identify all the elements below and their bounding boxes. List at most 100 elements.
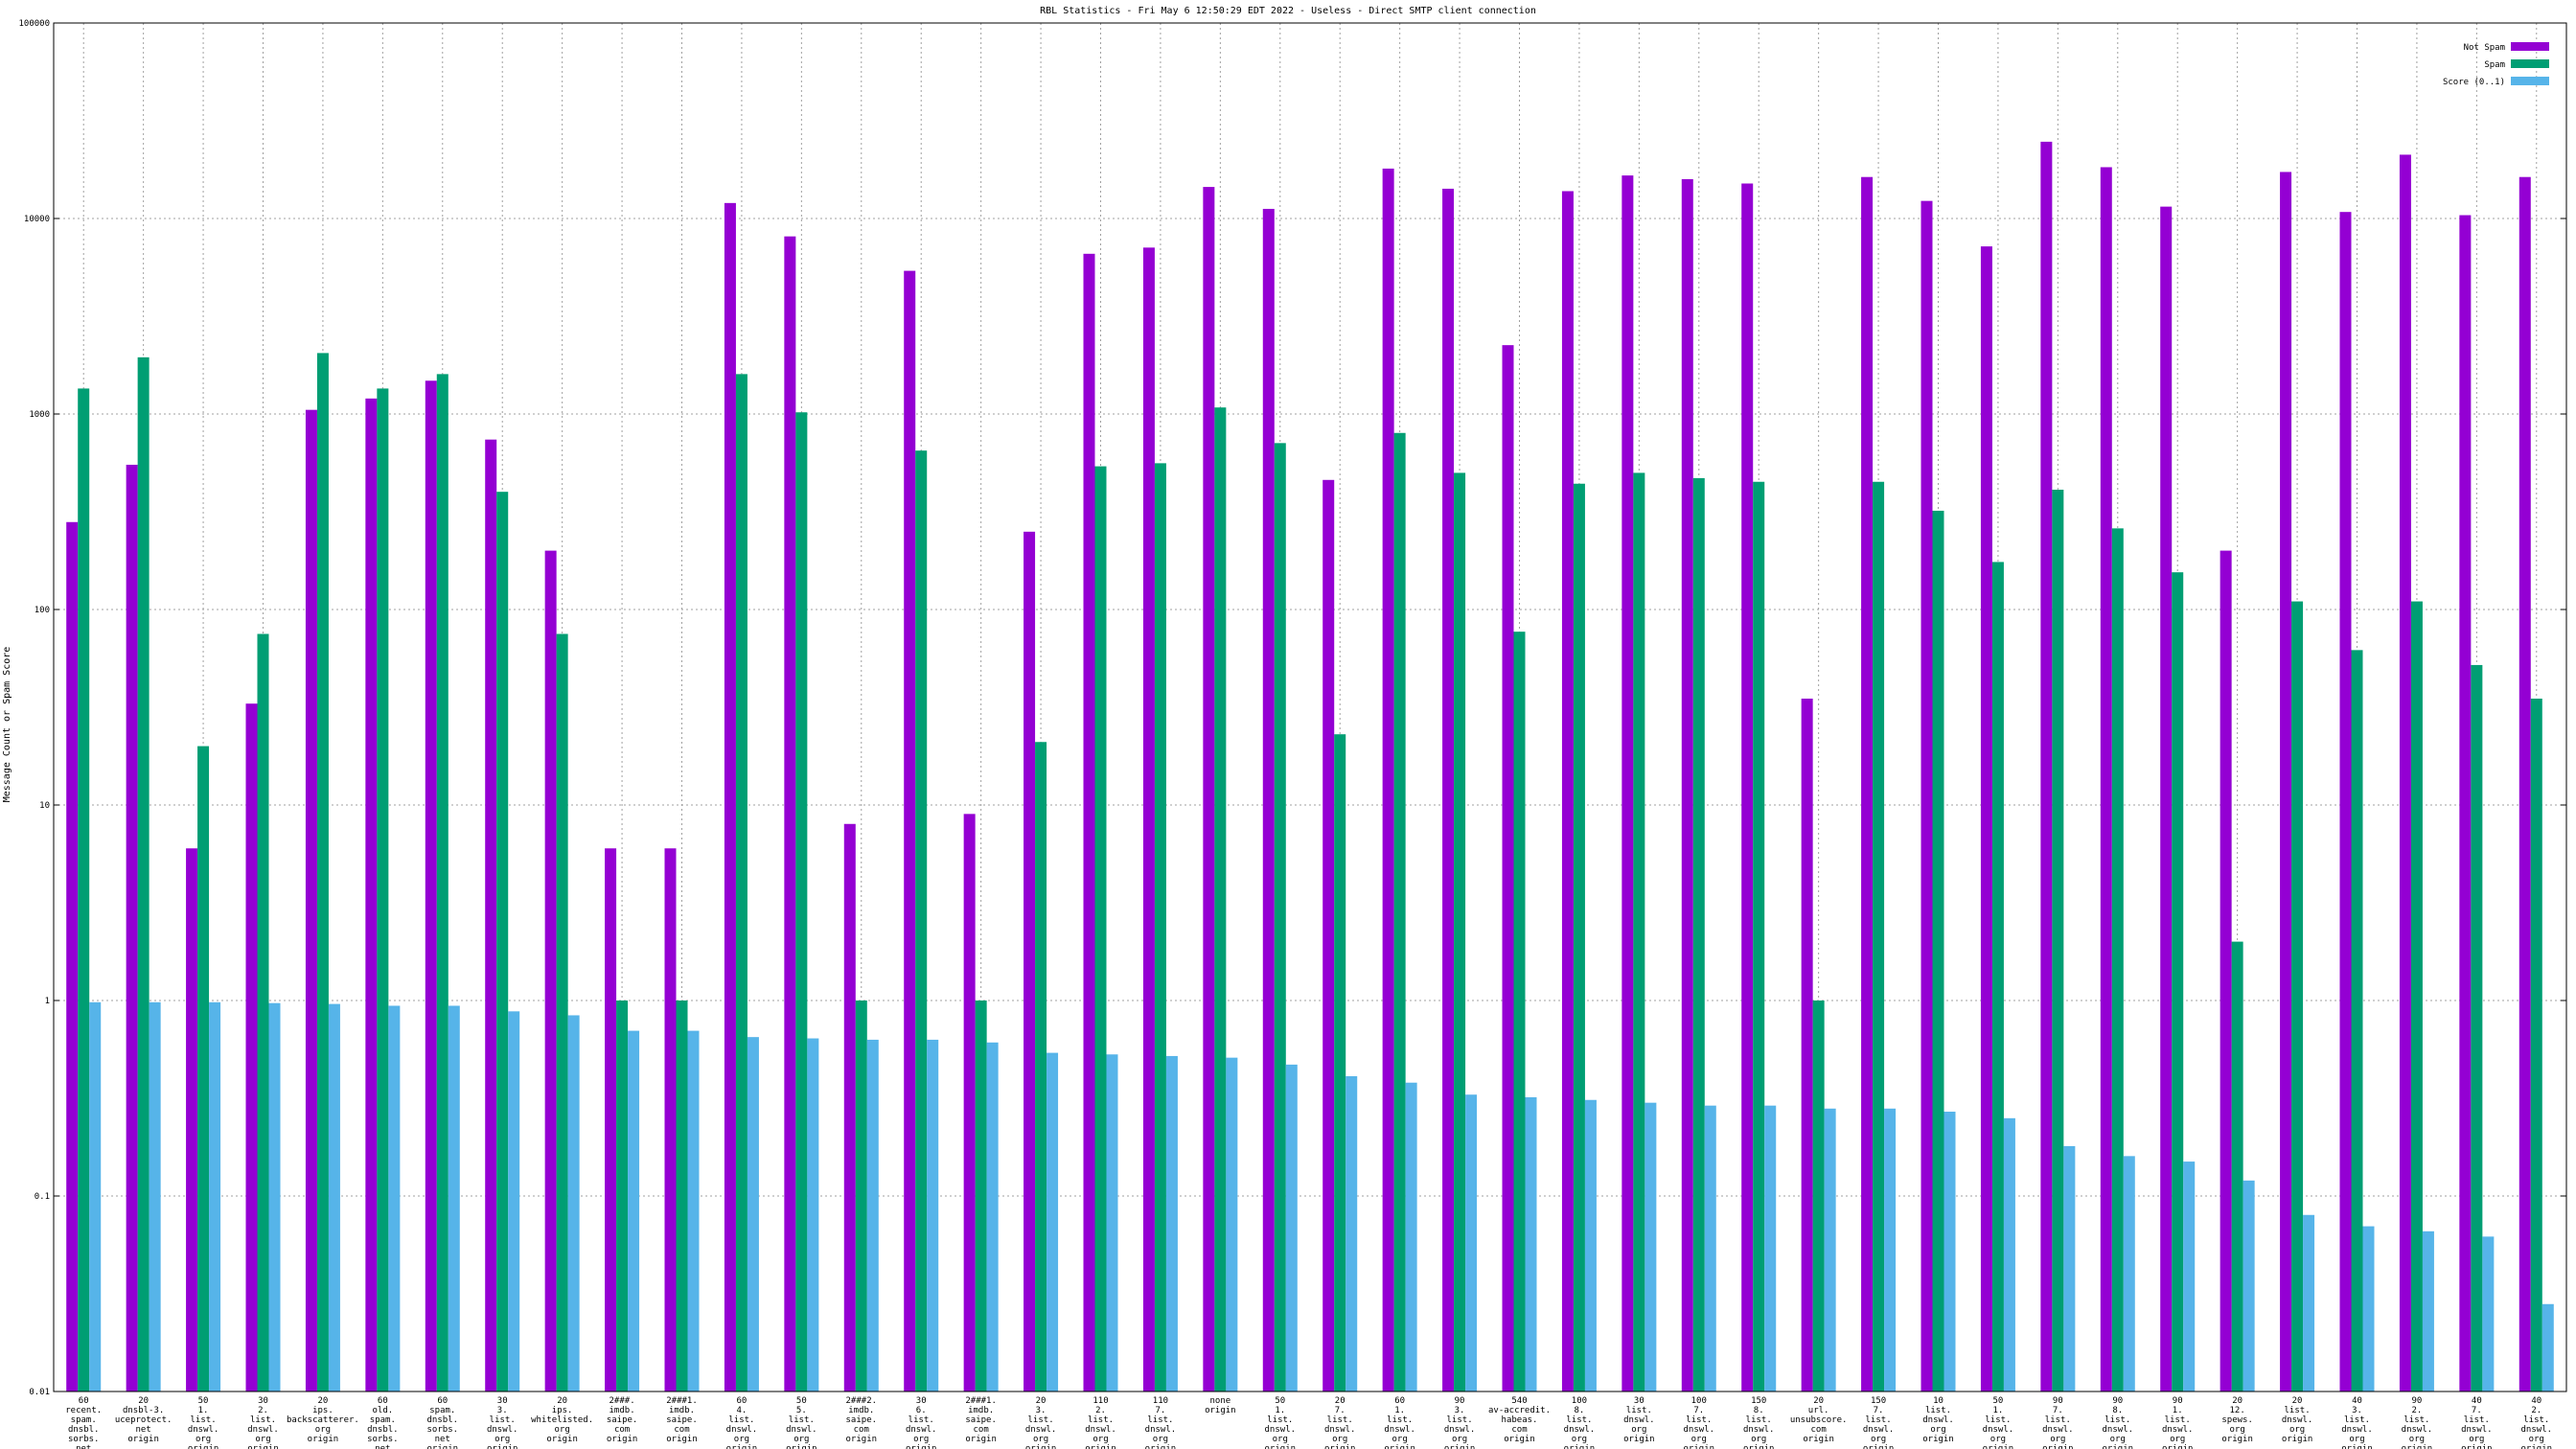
x-tick-label-line: backscatterer.	[287, 1415, 359, 1425]
bar-not-spam	[2459, 215, 2472, 1392]
x-tick-label-line: imdb.	[669, 1406, 695, 1415]
x-tick-label-line: 2.	[1095, 1406, 1106, 1415]
bar-spam	[1154, 463, 1166, 1392]
x-tick-label-line: dnswl.	[2162, 1425, 2194, 1435]
x-tick-label-line: org	[1092, 1435, 1108, 1444]
x-tick-label-line: 90	[2412, 1396, 2423, 1406]
x-tick-label-line: unsubscore.	[1790, 1415, 1848, 1425]
bar-score-0-1	[1285, 1064, 1298, 1392]
legend-swatch	[2511, 42, 2549, 51]
x-tick-label-line: dnswl.	[487, 1425, 518, 1435]
bar-spam	[1214, 407, 1227, 1392]
bar-not-spam	[2160, 206, 2173, 1392]
bar-spam	[2231, 941, 2243, 1392]
x-tick-label-line: 540	[1511, 1396, 1527, 1406]
bar-not-spam	[1142, 247, 1155, 1392]
x-tick-label: 20 dnsbl-3. uceprotect. net origin	[115, 1396, 172, 1444]
legend-label: Not Spam	[2464, 43, 2505, 53]
x-tick-label-line: 110	[1153, 1396, 1168, 1406]
x-tick-label-line: dnswl.	[1922, 1415, 1954, 1425]
x-tick-label-line: list.	[1925, 1406, 1951, 1415]
bar-score-0-1	[388, 1005, 401, 1392]
legend-swatch	[2511, 77, 2549, 85]
x-tick-label-line: list.	[1746, 1415, 1772, 1425]
bar-not-spam	[245, 703, 258, 1392]
bar-score-0-1	[448, 1005, 460, 1392]
bar-score-0-1	[807, 1038, 819, 1392]
bar-score-0-1	[2242, 1180, 2255, 1392]
x-tick-label-line: dnswl.	[2402, 1425, 2433, 1435]
x-tick-label-line: origin	[906, 1444, 937, 1449]
x-tick-label: 20 ips. whitelisted. org origin	[531, 1396, 593, 1444]
bar-not-spam	[1322, 479, 1335, 1392]
x-tick-label-line: list.	[250, 1415, 276, 1425]
x-tick-label-line: 90	[2053, 1396, 2063, 1406]
x-tick-label-line: dnswl.	[2103, 1425, 2134, 1435]
x-tick-label-line: org	[1392, 1435, 1408, 1444]
x-tick-label: 20 7. list. dnswl. org origin	[1324, 1396, 1356, 1449]
bar-score-0-1	[1525, 1096, 1537, 1392]
bar-not-spam	[1920, 200, 1933, 1392]
x-tick-label: 2###1. imdb. saipe. com origin	[965, 1396, 997, 1444]
bar-score-0-1	[2482, 1236, 2495, 1392]
x-tick-label-line: origin	[1025, 1444, 1057, 1449]
x-tick-label: none origin	[1205, 1396, 1236, 1415]
x-tick-label: 40 3. list. dnswl. org origin	[2341, 1396, 2373, 1449]
x-tick-label-line: 20	[2292, 1396, 2303, 1406]
bar-spam	[795, 412, 808, 1392]
bar-spam	[1692, 477, 1705, 1392]
x-tick-label-line: origin	[546, 1435, 578, 1444]
x-tick-label-line: origin	[846, 1435, 878, 1444]
x-tick-label-line: recent.	[65, 1406, 102, 1415]
y-tick-label: 1000	[29, 410, 50, 420]
bar-spam	[197, 746, 210, 1392]
x-tick-label: 30 list. dnswl. org origin	[1623, 1396, 1655, 1444]
x-tick-label-line: list.	[1447, 1415, 1473, 1425]
x-tick-label-line: org	[794, 1435, 809, 1444]
x-tick-label: 2###. imdb. saipe. com origin	[607, 1396, 638, 1444]
x-tick-label-line: ips.	[552, 1406, 573, 1415]
x-tick-label-line: org	[1871, 1435, 1886, 1444]
x-tick-label-line: 90	[2173, 1396, 2183, 1406]
x-tick-label-line: 60	[79, 1396, 89, 1406]
x-tick-label-line: origin	[1444, 1444, 1476, 1449]
x-tick-label-line: spam.	[429, 1406, 455, 1415]
x-tick-label-line: 4.	[737, 1406, 748, 1415]
x-tick-label: 90 1. list. dnswl. org origin	[2162, 1396, 2194, 1449]
x-tick-label-line: org	[2469, 1435, 2484, 1444]
bar-spam	[1454, 472, 1466, 1392]
x-tick-label-line: list.	[2285, 1406, 2311, 1415]
x-tick-label-line: origin	[2282, 1435, 2313, 1444]
x-tick-label-line: 12.	[2230, 1406, 2245, 1415]
x-tick-label-line: saipe.	[607, 1415, 638, 1425]
x-tick-label-line: 7.	[1335, 1406, 1346, 1415]
x-tick-label-line: origin	[1684, 1444, 1715, 1449]
x-tick-label-line: dnswl.	[1983, 1425, 2014, 1435]
x-tick-label-line: dnswl.	[786, 1425, 817, 1435]
bar-spam	[2471, 664, 2483, 1392]
bar-spam	[1513, 632, 1526, 1392]
bar-not-spam	[305, 409, 317, 1392]
bar-not-spam	[365, 398, 378, 1392]
bar-not-spam	[1442, 188, 1455, 1392]
x-tick-label: 20 list. dnswl. org origin	[2282, 1396, 2313, 1444]
x-tick-label-line: list.	[728, 1415, 754, 1425]
bar-score-0-1	[268, 1002, 281, 1392]
bar-not-spam	[1622, 175, 1634, 1392]
x-tick-label-line: 1.	[1394, 1406, 1405, 1415]
x-tick-label-line: dnswl.	[2042, 1425, 2074, 1435]
x-tick-label-line: list.	[1088, 1415, 1114, 1425]
x-tick-label: 30 2. list. dnswl. org origin	[247, 1396, 279, 1449]
x-tick-label: 60 1. list. dnswl. org origin	[1384, 1396, 1415, 1449]
x-tick-label-line: dnswl.	[1324, 1425, 1356, 1435]
bar-not-spam	[2339, 212, 2352, 1392]
y-tick-label: 0.01	[29, 1388, 50, 1397]
x-tick-label-line: dnswl.	[1025, 1425, 1057, 1435]
x-tick-label-line: 20	[2232, 1396, 2242, 1406]
x-tick-label-line: 2###1.	[666, 1396, 698, 1406]
x-tick-label-line: org	[2349, 1435, 2364, 1444]
x-tick-label-line: com	[674, 1425, 689, 1435]
bar-score-0-1	[2183, 1162, 2196, 1392]
bar-score-0-1	[1884, 1108, 1897, 1392]
